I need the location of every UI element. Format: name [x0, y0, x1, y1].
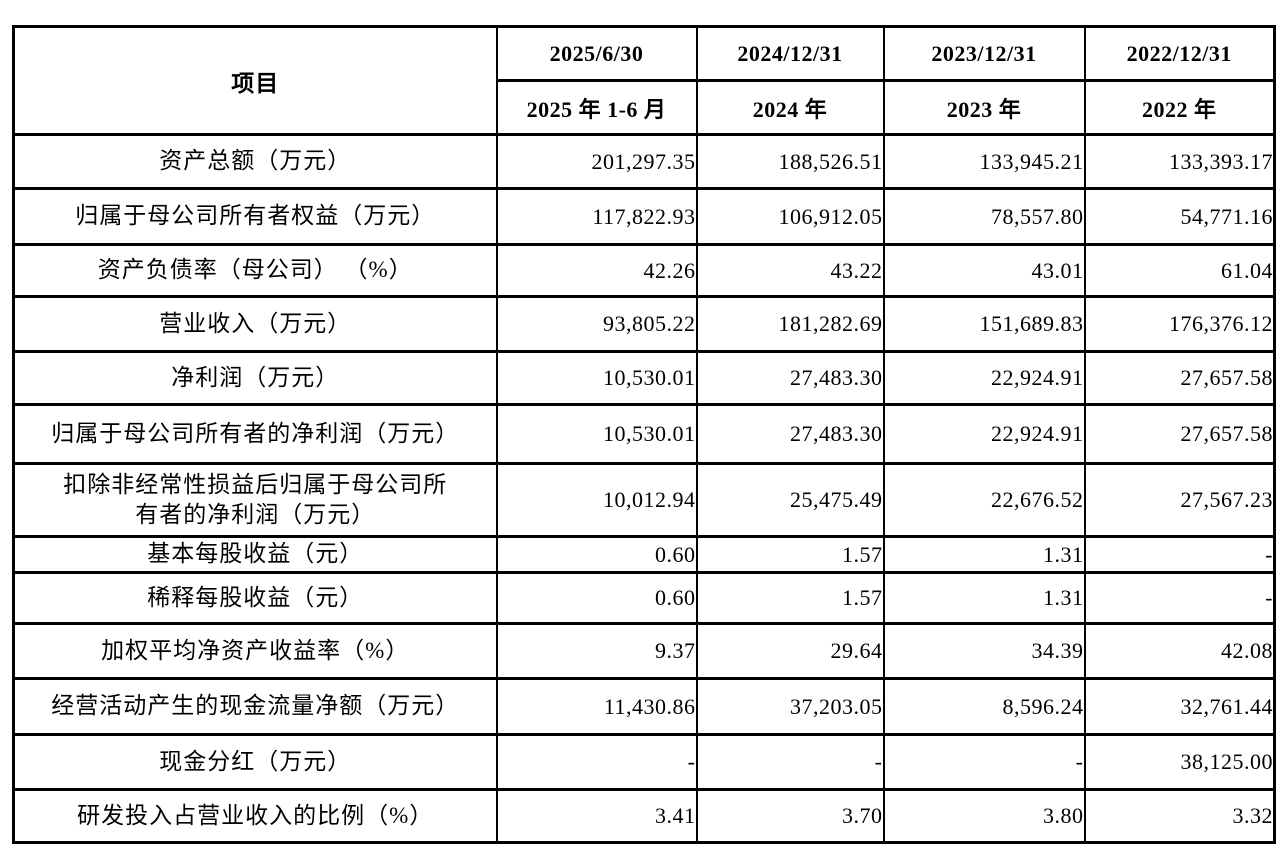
value-cell: 27,657.58 [1083, 350, 1276, 406]
row-label-cell: 扣除非经常性损益后归属于母公司所 有者的净利润（万元） [12, 462, 498, 538]
table-row: 加权平均净资产收益率（%） 9.37 29.64 34.39 42.08 [12, 622, 1276, 680]
value-cell: 10,012.94 [495, 462, 698, 538]
value-cell: - [1083, 571, 1276, 625]
table-row: 归属于母公司所有者的净利润（万元） 10,530.01 27,483.30 22,92… [12, 403, 1276, 465]
row-label-cell: 基本每股收益（元） [12, 535, 498, 574]
table-row: 营业收入（万元） 93,805.22 181,282.69 151,689.83 176… [12, 295, 1276, 353]
row-label-cell: 资产总额（万元） [12, 133, 498, 190]
value-cell: - [882, 733, 1086, 791]
row-label-cell: 归属于母公司所有者的净利润（万元） [12, 403, 498, 465]
value-cell: 27,567.23 [1083, 462, 1276, 538]
value-cell: 93,805.22 [495, 295, 698, 353]
value-cell: 188,526.51 [695, 133, 885, 190]
value-cell: - [1083, 535, 1276, 574]
value-cell: 201,297.35 [495, 133, 698, 190]
value-cell: 54,771.16 [1083, 187, 1276, 246]
value-cell: 133,945.21 [882, 133, 1086, 190]
value-cell: 1.31 [882, 571, 1086, 625]
value-cell: 1.31 [882, 535, 1086, 574]
row-label-cell: 营业收入（万元） [12, 295, 498, 353]
table-row: 稀释每股收益（元） 0.60 1.57 1.31- [12, 571, 1276, 625]
value-cell: 42.08 [1083, 622, 1276, 680]
value-cell: 1.57 [695, 535, 885, 574]
value-cell: 3.41 [495, 788, 698, 844]
value-cell: 106,912.05 [695, 187, 885, 246]
header-date-cell: 2025/6/30 [495, 25, 698, 82]
value-cell: 43.01 [882, 243, 1086, 298]
row-label-cell: 研发投入占营业收入的比例（%） [12, 788, 498, 844]
header-period-cell: 2023 年 [882, 79, 1086, 136]
table-row: 净利润（万元） 10,530.01 27,483.30 22,924.91 27,657… [12, 350, 1276, 406]
row-label-cell: 资产负债率（母公司） （%） [12, 243, 498, 298]
header-row-periods: 2025 年 1-6 月 2024 年 2023 年 2022 年 [14, 79, 1276, 136]
value-cell: 176,376.12 [1083, 295, 1276, 353]
header-date-cell: 2022/12/31 [1083, 25, 1276, 82]
table-row: 经营活动产生的现金流量净额（万元） 11,430.86 37,203.05 8,596… [12, 677, 1276, 736]
value-cell: 61.04 [1083, 243, 1276, 298]
value-cell: 27,483.30 [695, 403, 885, 465]
table-row: 资产负债率（母公司） （%） 42.26 43.22 43.01 61.04 [12, 243, 1276, 298]
header-period-cell: 2022 年 [1083, 79, 1276, 136]
table-row: 扣除非经常性损益后归属于母公司所 有者的净利润（万元） 10,012.94 25,4… [12, 462, 1276, 538]
value-cell: 181,282.69 [695, 295, 885, 353]
value-cell: - [695, 733, 885, 791]
value-cell: 78,557.80 [882, 187, 1086, 246]
financial-summary-table: 项目 2025/6/30 2024/12/31 2023/12/31 2022/12/… [12, 25, 1276, 844]
value-cell: 11,430.86 [495, 677, 698, 736]
header-period-cell: 2025 年 1-6 月 [495, 79, 698, 136]
value-cell: 27,483.30 [695, 350, 885, 406]
value-cell: 3.32 [1083, 788, 1276, 844]
value-cell: 10,530.01 [495, 403, 698, 465]
value-cell: 0.60 [495, 571, 698, 625]
value-cell: 22,676.52 [882, 462, 1086, 538]
table-row: 资产总额（万元） 201,297.35 188,526.51 133,945.21 13… [12, 133, 1276, 190]
value-cell: 25,475.49 [695, 462, 885, 538]
row-label-cell: 经营活动产生的现金流量净额（万元） [12, 677, 498, 736]
value-cell: 8,596.24 [882, 677, 1086, 736]
value-cell: 32,761.44 [1083, 677, 1276, 736]
value-cell: 29.64 [695, 622, 885, 680]
value-cell: 133,393.17 [1083, 133, 1276, 190]
value-cell: 37,203.05 [695, 677, 885, 736]
value-cell: 9.37 [495, 622, 698, 680]
value-cell: 34.39 [882, 622, 1086, 680]
row-label-cell: 现金分红（万元） [12, 733, 498, 791]
header-item-column: 项目 [12, 25, 498, 136]
row-label-cell: 净利润（万元） [12, 350, 498, 406]
value-cell: 42.26 [495, 243, 698, 298]
value-cell: 10,530.01 [495, 350, 698, 406]
value-cell: 3.80 [882, 788, 1086, 844]
table-row: 现金分红（万元） - - -38,125.00 [12, 733, 1276, 791]
value-cell: - [495, 733, 698, 791]
header-period-cell: 2024 年 [695, 79, 885, 136]
value-cell: 1.57 [695, 571, 885, 625]
value-cell: 0.60 [495, 535, 698, 574]
value-cell: 151,689.83 [882, 295, 1086, 353]
table-row: 基本每股收益（元） 0.60 1.57 1.31- [12, 535, 1276, 574]
table-row: 归属于母公司所有者权益（万元） 117,822.93 106,912.05 78,55… [12, 187, 1276, 246]
row-label-cell: 稀释每股收益（元） [12, 571, 498, 625]
value-cell: 22,924.91 [882, 403, 1086, 465]
value-cell: 27,657.58 [1083, 403, 1276, 465]
value-cell: 38,125.00 [1083, 733, 1276, 791]
header-date-cell: 2023/12/31 [882, 25, 1086, 82]
header-row-dates: 项目 2025/6/30 2024/12/31 2023/12/31 2022/12/… [12, 25, 1276, 136]
header-date-cell: 2024/12/31 [695, 25, 885, 82]
row-label-cell: 加权平均净资产收益率（%） [12, 622, 498, 680]
table-row: 研发投入占营业收入的比例（%） 3.41 3.70 3.80 3.32 [12, 788, 1276, 844]
value-cell: 22,924.91 [882, 350, 1086, 406]
value-cell: 3.70 [695, 788, 885, 844]
row-label-cell: 归属于母公司所有者权益（万元） [12, 187, 498, 246]
value-cell: 117,822.93 [495, 187, 698, 246]
value-cell: 43.22 [695, 243, 885, 298]
